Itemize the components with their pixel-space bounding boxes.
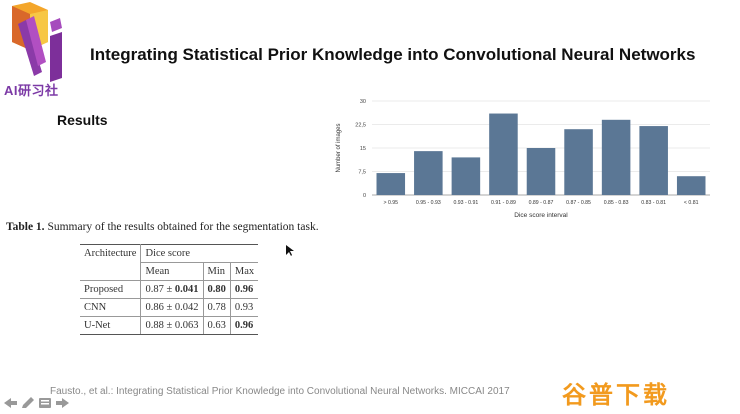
- bar: [489, 113, 518, 195]
- x-tick-label: 0.85 - 0.83: [604, 200, 629, 206]
- y-tick-label: 22,5: [355, 123, 366, 129]
- row-max: 0.96: [230, 280, 259, 299]
- header-max: Max: [230, 262, 259, 281]
- bar: [451, 157, 481, 195]
- row-min: 0.63: [203, 316, 231, 335]
- pen-icon[interactable]: [21, 396, 35, 408]
- row-arch: Proposed: [80, 280, 142, 299]
- table-row: Proposed 0.87 ± 0.041 0.80 0.96: [80, 280, 259, 299]
- header-dice-score: Dice score: [140, 244, 259, 263]
- y-tick-label: 30: [360, 99, 366, 105]
- prev-slide-icon[interactable]: [4, 396, 18, 408]
- x-tick-label: 0.89 - 0.87: [529, 200, 554, 206]
- table-caption: Table 1. Summary of the results obtained…: [6, 221, 319, 233]
- bar: [639, 126, 668, 195]
- row-max: 0.93: [230, 298, 259, 317]
- row-mean: 0.88 ± 0.063: [140, 316, 204, 335]
- slide-nav-toolbar: [4, 396, 69, 408]
- row-min: 0.80: [203, 280, 231, 299]
- y-axis-label: Number of images: [336, 123, 342, 172]
- bar: [564, 129, 593, 195]
- ai-yanxishe-logo: [12, 2, 62, 82]
- y-tick-label: 0: [363, 193, 366, 199]
- x-tick-label: 0.91 - 0.89: [491, 200, 516, 206]
- logo-text: AI研习社: [4, 83, 59, 98]
- bar: [526, 148, 556, 195]
- y-tick-label: 15: [360, 146, 366, 152]
- dice-histogram: 0 7,5 15 22,5 30 > 0.95 0.95 - 0.93 0.93 - 0.91…: [336, 99, 710, 219]
- row-mean: 0.86 ± 0.042: [140, 298, 204, 317]
- results-table: Architecture Dice score Mean Min Max Pro…: [80, 244, 259, 335]
- x-tick-label: 0.87 - 0.85: [566, 200, 591, 206]
- x-axis-label: Dice score interval: [514, 212, 568, 219]
- header-architecture: Architecture: [80, 244, 142, 263]
- section-heading: Results: [57, 112, 108, 128]
- bar: [676, 176, 706, 195]
- citation-footer: Fausto., et al.: Integrating Statistical…: [50, 386, 510, 397]
- x-tick-label: < 0.81: [684, 200, 699, 206]
- x-tick-label: 0.95 - 0.93: [416, 200, 441, 206]
- y-tick-label: 7,5: [358, 170, 366, 176]
- table-caption-label: Table 1.: [6, 221, 45, 233]
- x-tick-label: 0.83 - 0.81: [641, 200, 666, 206]
- table-row: CNN 0.86 ± 0.042 0.78 0.93: [80, 298, 259, 317]
- mouse-cursor-icon: [286, 245, 294, 256]
- table-caption-text: Summary of the results obtained for the …: [47, 221, 319, 233]
- bar: [601, 119, 631, 195]
- row-arch: U-Net: [80, 316, 142, 335]
- x-tick-label: 0.93 - 0.91: [453, 200, 478, 206]
- table-row: U-Net 0.88 ± 0.063 0.63 0.96: [80, 316, 259, 335]
- menu-icon[interactable]: [38, 396, 52, 408]
- header-mean: Mean: [140, 262, 204, 281]
- row-arch: CNN: [80, 298, 142, 317]
- bar: [376, 173, 406, 195]
- x-tick-label: > 0.95: [383, 200, 398, 206]
- watermark-logo: 谷普下载: [562, 382, 670, 409]
- bar: [414, 151, 443, 195]
- header-min: Min: [203, 262, 231, 281]
- row-max: 0.96: [230, 316, 259, 335]
- row-mean: 0.87 ± 0.041: [140, 280, 204, 299]
- next-slide-icon[interactable]: [55, 396, 69, 408]
- row-min: 0.78: [203, 298, 231, 317]
- slide-title: Integrating Statistical Prior Knowledge …: [90, 45, 696, 64]
